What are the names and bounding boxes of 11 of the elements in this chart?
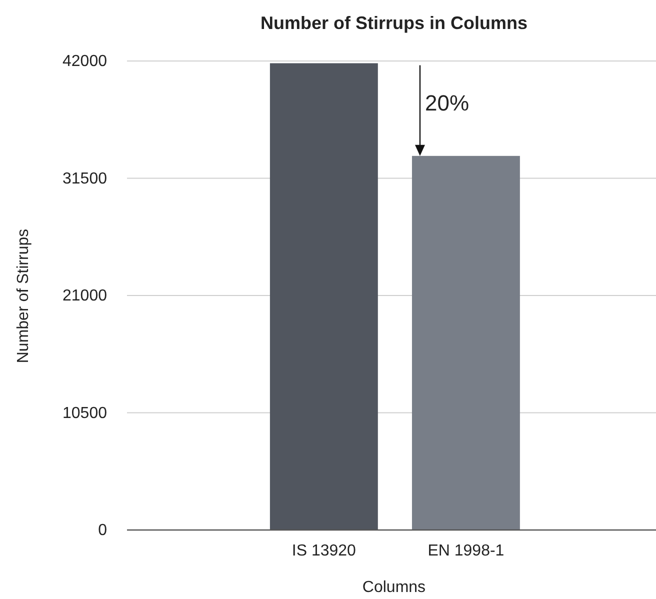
x-tick-label: IS 13920 (292, 542, 356, 560)
y-tick-label: 0 (98, 522, 108, 540)
y-tick-label: 21000 (62, 288, 108, 305)
y-axis-title: Number of Stirrups (15, 228, 32, 364)
y-tick-label: 31500 (62, 170, 108, 188)
y-tick-label: 42000 (62, 53, 108, 70)
annotation: 20% (424, 90, 470, 116)
x-tick-label: EN 1998-1 (428, 542, 504, 560)
chart-title: Number of Stirrups in Columns (260, 13, 528, 33)
x-axis-title: Columns (362, 579, 426, 596)
y-tick-label: 10500 (62, 404, 108, 422)
